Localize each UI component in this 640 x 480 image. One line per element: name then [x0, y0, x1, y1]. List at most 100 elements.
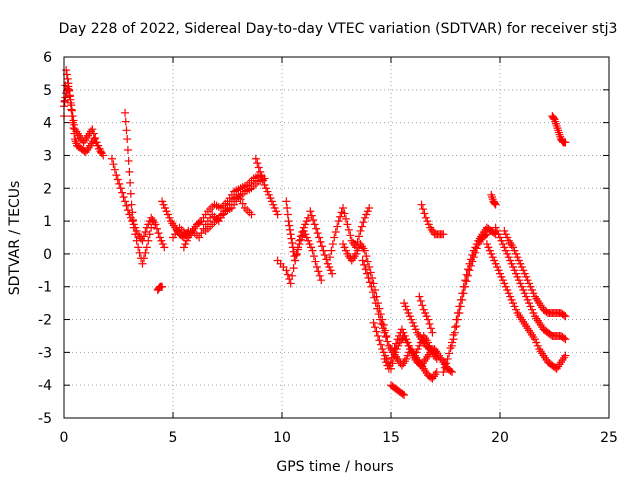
data-point — [340, 243, 349, 252]
data-point — [138, 259, 147, 268]
data-point — [491, 259, 500, 268]
data-point — [509, 263, 518, 272]
data-point — [134, 243, 143, 252]
data-point — [527, 286, 536, 295]
data-points — [60, 66, 570, 400]
data-point — [282, 266, 291, 275]
y-tick-label: -5 — [38, 411, 52, 427]
data-point — [355, 232, 364, 241]
data-point — [95, 144, 104, 153]
data-point — [336, 212, 345, 221]
data-point — [481, 231, 490, 240]
data-point — [295, 236, 304, 245]
data-point — [415, 292, 424, 301]
data-point — [266, 194, 275, 203]
data-point — [309, 215, 318, 224]
data-point — [67, 106, 76, 115]
data-point — [126, 189, 135, 198]
data-point — [485, 246, 494, 255]
data-point — [343, 220, 352, 229]
data-point — [302, 217, 311, 226]
data-point — [68, 112, 77, 121]
data-point — [417, 200, 426, 209]
data-point — [313, 229, 322, 238]
data-point — [519, 266, 528, 275]
data-point — [386, 359, 395, 368]
y-tick-label: 1 — [43, 214, 52, 230]
data-point — [155, 233, 164, 242]
data-point — [341, 246, 350, 255]
data-point — [513, 253, 522, 262]
data-point — [561, 312, 570, 321]
data-point — [107, 154, 116, 163]
data-point — [496, 233, 504, 242]
data-point — [141, 248, 150, 257]
y-tick-label: -1 — [38, 280, 52, 296]
data-point — [429, 347, 438, 356]
data-series-g19 — [387, 381, 409, 400]
data-point — [257, 172, 266, 181]
data-point — [306, 207, 315, 216]
data-point — [285, 225, 294, 234]
data-point — [419, 305, 428, 314]
data-point — [416, 296, 425, 305]
y-tick-label: 0 — [43, 247, 52, 263]
data-point — [380, 354, 389, 363]
data-point — [392, 339, 401, 348]
data-point — [158, 240, 167, 249]
data-point — [398, 389, 407, 398]
data-point — [514, 276, 523, 285]
data-point — [399, 328, 408, 337]
data-point — [341, 214, 350, 223]
data-point — [283, 270, 292, 279]
data-point — [251, 154, 260, 163]
data-point — [286, 230, 295, 239]
data-point — [264, 190, 273, 199]
data-point — [163, 210, 172, 219]
data-point — [234, 190, 243, 199]
data-point — [373, 331, 382, 340]
data-point — [123, 206, 132, 215]
data-point — [453, 315, 462, 324]
data-point — [439, 230, 448, 239]
data-point — [323, 259, 332, 268]
data-point — [358, 256, 367, 265]
data-point — [310, 220, 319, 229]
data-point — [132, 236, 141, 245]
data-point — [293, 243, 302, 252]
data-point — [236, 195, 245, 204]
data-point — [299, 223, 308, 232]
data-point — [503, 286, 512, 295]
data-point — [522, 292, 531, 301]
data-point — [510, 302, 519, 311]
data-point — [491, 223, 500, 232]
data-point — [97, 148, 106, 157]
data-point — [466, 261, 475, 270]
data-point — [516, 279, 525, 288]
data-point — [400, 331, 409, 340]
data-point — [458, 295, 467, 304]
data-point — [292, 249, 301, 258]
data-point — [364, 273, 373, 282]
data-point — [520, 289, 529, 298]
data-point — [360, 246, 369, 255]
x-tick-label: 0 — [60, 430, 69, 446]
data-point — [387, 353, 396, 362]
data-point — [372, 327, 381, 336]
data-point — [70, 120, 79, 129]
data-point — [301, 220, 310, 229]
data-point — [286, 279, 295, 288]
data-point — [126, 178, 135, 187]
data-point — [422, 312, 431, 321]
data-point — [165, 213, 174, 222]
data-point — [118, 188, 127, 197]
data-point — [411, 325, 420, 334]
data-point — [497, 236, 506, 245]
x-tick-label: 20 — [491, 430, 509, 446]
data-point — [115, 179, 124, 188]
data-series-g21 — [415, 292, 437, 337]
data-point — [66, 95, 75, 104]
data-point — [284, 217, 293, 226]
data-point — [381, 351, 390, 360]
data-point — [312, 224, 321, 233]
